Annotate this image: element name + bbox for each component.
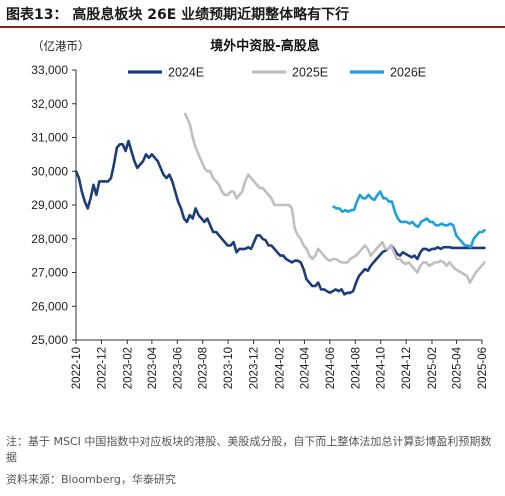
x-tick-label: 2025-06 (477, 347, 489, 389)
x-tick-label: 2023-06 (172, 347, 184, 389)
y-tick-label: 26,000 (31, 299, 68, 313)
chart-title: 境外中资股-高股息 (210, 38, 319, 54)
y-tick-label: 27,000 (31, 266, 68, 280)
figure-header: 图表13： 高股息板块 26E 业绩预期近期整体略有下行 (0, 0, 505, 28)
axes: 25,000 26,000 27,000 28,000 29,000 30,000 31,0… (31, 63, 489, 389)
series-line-2024E (74, 139, 486, 296)
y-tick-label: 30,000 (31, 164, 68, 178)
series-lines (74, 112, 486, 296)
x-tick-label: 2024-06 (325, 347, 337, 389)
legend-label-2026E: 2026E (390, 66, 426, 80)
unit-label: （亿港币） (32, 39, 90, 53)
x-tick-label: 2023-02 (122, 347, 134, 389)
x-tick-label: 2024-08 (350, 347, 362, 389)
y-tick-label: 25,000 (31, 333, 68, 347)
x-tick-label: 2025-04 (452, 346, 464, 389)
x-tick-label: 2024-10 (376, 347, 388, 389)
figure-title: 图表13： 高股息板块 26E 业绩预期近期整体略有下行 (6, 7, 350, 23)
x-tick-label: 2025-02 (427, 347, 439, 389)
x-tick-label: 2022-10 (71, 347, 83, 389)
legend: 2024E 2025E 2026E (128, 66, 426, 80)
footnote: 注：基于 MSCI 中国指数中对应板块的港股、美股成分股，自下而上整体法加总计算… (6, 435, 492, 464)
source-note: 资料来源：Bloomberg，华泰研究 (6, 473, 176, 486)
x-tick-label: 2023-10 (223, 347, 235, 389)
line-chart: （亿港币） 境外中资股-高股息 2024E 2025E 2026E 25,000 26… (31, 38, 489, 389)
x-tick-label: 2023-04 (147, 346, 159, 389)
x-tick-label: 2023-12 (249, 347, 261, 389)
y-tick-label: 33,000 (31, 63, 68, 77)
y-tick-label: 31,000 (31, 131, 68, 145)
x-tick-label: 2023-08 (198, 347, 210, 389)
x-tick-label: 2024-02 (274, 347, 286, 389)
x-tick-label: 2024-04 (299, 346, 311, 389)
header-divider (0, 26, 505, 28)
y-tick-label: 32,000 (31, 97, 68, 111)
x-tick-label: 2022-12 (96, 347, 108, 389)
x-tick-label: 2024-12 (401, 347, 413, 389)
series-line-2025E (183, 112, 486, 284)
y-tick-label: 29,000 (31, 198, 68, 212)
y-tick-label: 28,000 (31, 232, 68, 246)
series-line-2026E (332, 190, 486, 249)
legend-label-2025E: 2025E (292, 66, 328, 80)
legend-label-2024E: 2024E (168, 66, 204, 80)
